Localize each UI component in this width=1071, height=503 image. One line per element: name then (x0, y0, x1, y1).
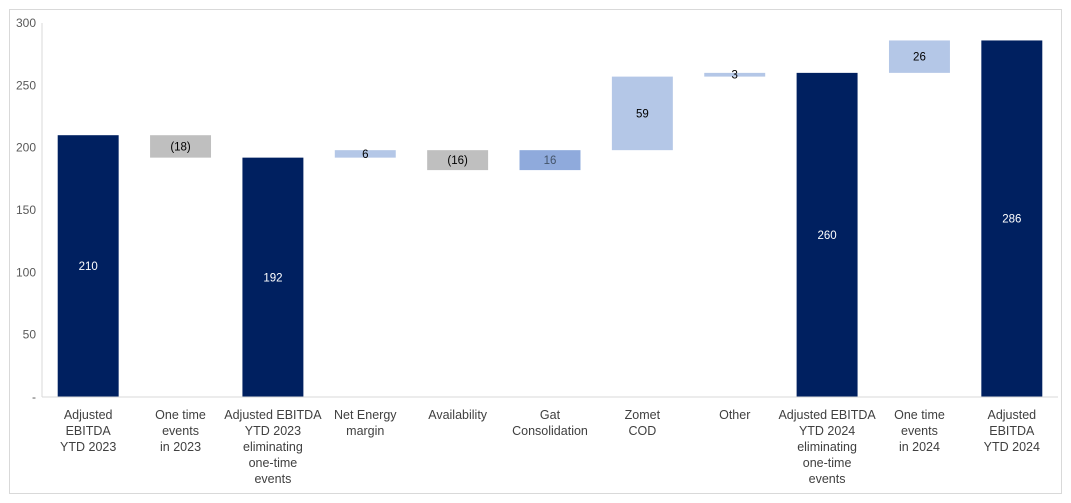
x-category-line: YTD 2023 (60, 440, 116, 454)
y-tick-label: 150 (16, 203, 36, 217)
x-category-line: YTD 2023 (245, 424, 301, 438)
x-category-line: Adjusted EBITDA (778, 408, 876, 422)
x-category-line: events (901, 424, 938, 438)
x-category-line: Consolidation (512, 424, 588, 438)
x-category-label: One time events in 2023 (155, 408, 206, 454)
x-category-line: Adjusted (987, 408, 1036, 422)
data-label: (16) (447, 155, 468, 167)
bar-delta (519, 150, 581, 171)
bar-total (796, 72, 858, 397)
x-category-line: one-time (803, 456, 852, 470)
data-label: 210 (79, 261, 98, 273)
x-category-line: eliminating (797, 440, 857, 454)
bar-total (242, 157, 304, 397)
x-category-label: Net Energy margin (334, 408, 397, 438)
x-category-line: Other (719, 408, 750, 422)
x-category-line: One time (155, 408, 206, 422)
y-tick-label: - (32, 390, 36, 404)
x-category-line: Gat (540, 408, 561, 422)
data-label: 260 (817, 230, 836, 242)
x-category-line: Adjusted EBITDA (224, 408, 322, 422)
chart-frame (9, 9, 1062, 494)
x-category-label: Adjusted EBITDA YTD 2024 (984, 408, 1040, 454)
x-category-label: One time events in 2024 (894, 408, 945, 454)
x-axis: Adjusted EBITDA YTD 2023 One time events in 2… (42, 396, 1058, 486)
x-category-line: EBITDA (989, 424, 1035, 438)
data-label: (18) (170, 141, 191, 153)
x-category-line: events (162, 424, 199, 438)
bar-total (57, 135, 119, 397)
x-category-line: YTD 2024 (984, 440, 1040, 454)
x-category-line: Zomet (625, 408, 661, 422)
bar-total (981, 40, 1043, 397)
x-category-line: YTD 2024 (799, 424, 855, 438)
x-category-label: Adjusted EBITDA YTD 2023 (60, 408, 116, 454)
y-tick-label: 100 (16, 265, 36, 279)
x-category-line: Net Energy (334, 408, 397, 422)
y-axis: 300 250 200 150 100 50 - (16, 16, 43, 404)
bar-delta (611, 76, 673, 151)
y-tick-label: 250 (16, 78, 36, 92)
x-category-line: One time (894, 408, 945, 422)
x-category-label: Gat Consolidation (512, 408, 588, 438)
x-category-line: Adjusted (64, 408, 113, 422)
x-category-label: Adjusted EBITDA YTD 2024 eliminating one-ti… (778, 408, 876, 486)
x-category-label: Adjusted EBITDA YTD 2023 eliminating one-ti… (224, 408, 322, 486)
x-category-line: eliminating (243, 440, 303, 454)
y-tick-label: 50 (23, 328, 37, 342)
data-label: 3 (732, 70, 738, 82)
x-category-line: one-time (249, 456, 298, 470)
y-tick-label: 300 (16, 16, 36, 30)
x-category-label: Availability (428, 408, 488, 422)
data-label: 6 (362, 149, 368, 161)
x-category-line: COD (628, 424, 656, 438)
data-label: 286 (1002, 214, 1021, 226)
data-label: 16 (544, 155, 557, 167)
bar-delta (888, 40, 950, 73)
bar-delta (427, 150, 489, 171)
bar-delta (334, 150, 396, 158)
x-category-line: EBITDA (66, 424, 112, 438)
data-label: 192 (263, 272, 282, 284)
x-category-line: events (254, 472, 291, 486)
bar-delta (704, 72, 766, 77)
x-category-line: in 2023 (160, 440, 201, 454)
x-category-line: events (809, 472, 846, 486)
bars: 210 (18) 192 6 (16) 16 59 3 260 26 286 (57, 40, 1043, 397)
x-category-line: Availability (428, 408, 488, 422)
x-category-label: Other (719, 408, 750, 422)
x-category-label: Zomet COD (625, 408, 661, 438)
x-category-line: margin (346, 424, 384, 438)
y-tick-label: 200 (16, 141, 36, 155)
x-category-line: in 2024 (899, 440, 940, 454)
data-label: 26 (913, 52, 926, 64)
bar-delta (150, 135, 212, 158)
data-label: 59 (636, 108, 649, 120)
